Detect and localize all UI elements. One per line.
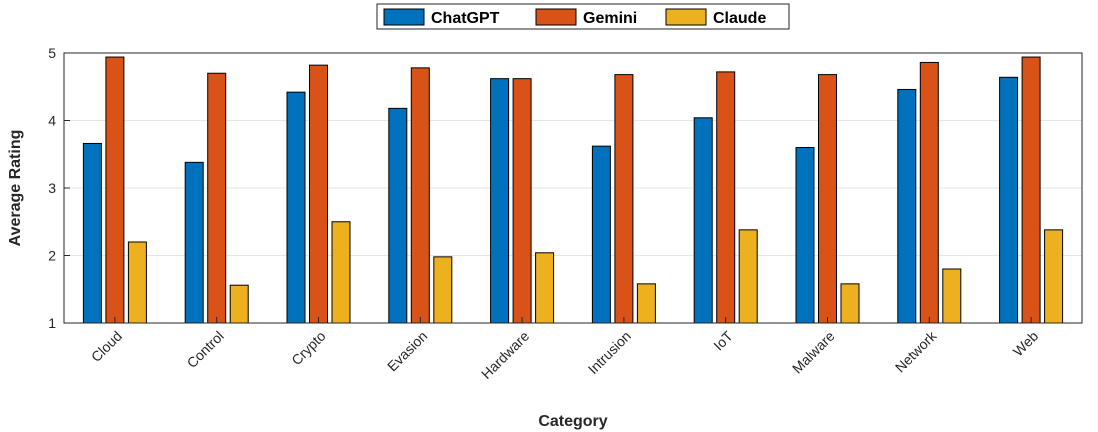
bar-chatgpt-network	[897, 88, 917, 324]
y-axis-ticks: 1 2 3 4 5	[48, 45, 70, 331]
x-tick-label: Cloud	[88, 328, 125, 365]
bar-gemini-hardware	[512, 78, 532, 324]
x-axis-label: Category	[538, 413, 607, 430]
legend-swatch	[665, 8, 707, 26]
bar-gemini-crypto	[309, 64, 328, 324]
legend: ChatGPT Gemini Claude	[376, 3, 790, 30]
bar-claude-hardware	[535, 252, 555, 324]
bar-claude-cloud	[127, 241, 147, 324]
x-tick-label: Network	[892, 327, 940, 375]
bar-claude-control	[229, 284, 249, 324]
x-tick-label: Control	[184, 328, 227, 371]
bar-chatgpt-hardware	[490, 78, 510, 324]
legend-label: Claude	[713, 10, 766, 27]
bar-claude-web	[1044, 229, 1064, 324]
bar-chatgpt-crypto	[286, 91, 306, 324]
y-axis-label: Average Rating	[7, 130, 24, 247]
x-tick-label: Intrusion	[585, 328, 634, 377]
bar-claude-iot	[738, 229, 758, 324]
bar-claude-crypto	[331, 221, 351, 324]
bar-chatgpt-malware	[795, 147, 815, 324]
legend-swatch	[535, 8, 577, 26]
bar-gemini-web	[1021, 56, 1041, 324]
legend-swatch	[383, 8, 425, 26]
x-tick-label: Web	[1010, 328, 1042, 360]
bar-gemini-iot	[716, 71, 736, 324]
bar-chatgpt-web	[999, 76, 1019, 324]
y-tick-label: 1	[48, 315, 56, 331]
bar-gemini-malware	[818, 74, 837, 324]
bar-gemini-network	[919, 61, 939, 324]
bar-chatgpt-intrusion	[591, 145, 611, 324]
legend-box	[376, 3, 790, 30]
y-tick-label: 3	[48, 180, 56, 196]
bar-gemini-cloud	[105, 56, 125, 324]
x-tick-label: Malware	[789, 328, 838, 377]
bar-claude-intrusion	[636, 283, 656, 324]
y-tick-label: 5	[48, 45, 56, 61]
bar-chatgpt-control	[184, 161, 204, 324]
bar-gemini-evasion	[410, 67, 430, 324]
bar-claude-network	[942, 268, 962, 324]
legend-label: Gemini	[583, 10, 637, 27]
bar-chatgpt-iot	[693, 117, 713, 324]
legend-label: ChatGPT	[431, 10, 500, 27]
bar-claude-evasion	[433, 256, 453, 324]
x-axis-ticks: Cloud Control Crypto Evasion Hardware Intrusi…	[88, 317, 1042, 382]
x-tick-label: IoT	[710, 327, 736, 353]
bar-gemini-intrusion	[614, 74, 634, 324]
bars	[82, 56, 1064, 324]
bar-claude-malware	[840, 283, 860, 324]
x-tick-label: Evasion	[384, 328, 431, 375]
bar-chatgpt-evasion	[388, 107, 408, 324]
y-tick-label: 4	[48, 113, 56, 129]
y-tick-label: 2	[48, 248, 56, 264]
bar-gemini-control	[207, 72, 227, 324]
x-tick-label: Crypto	[288, 328, 329, 369]
bar-chatgpt-cloud	[82, 142, 102, 324]
x-tick-label: Hardware	[478, 328, 532, 382]
